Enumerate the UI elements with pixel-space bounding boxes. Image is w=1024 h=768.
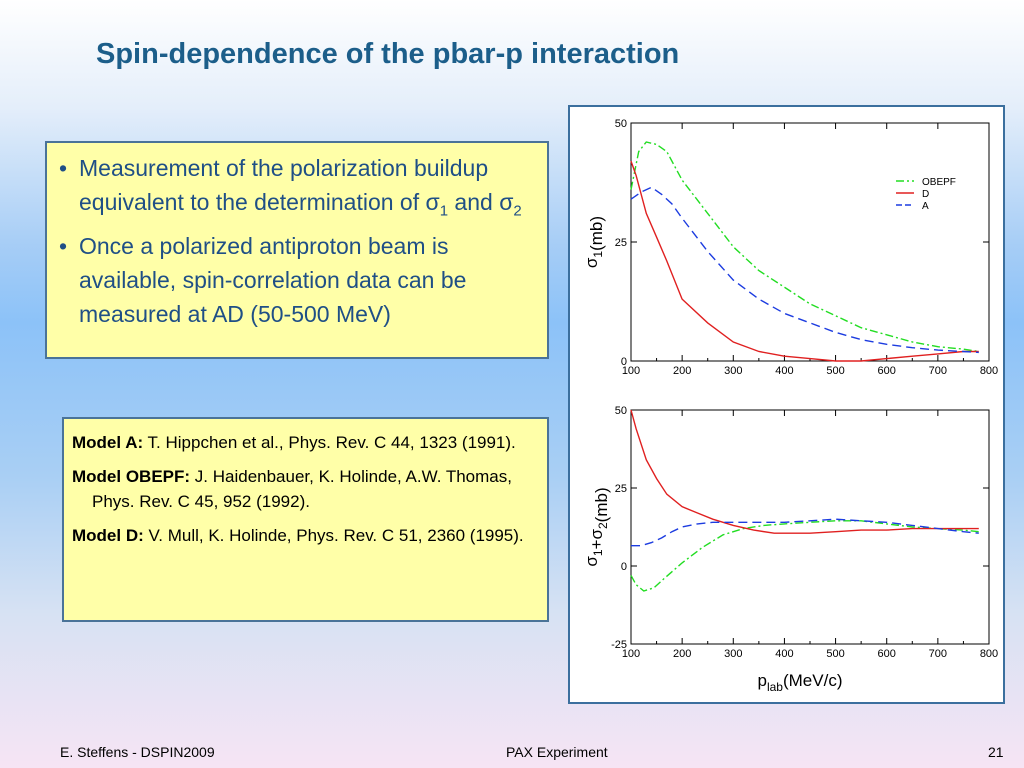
legend-label: A [922,201,929,212]
series-line-a [631,518,979,547]
footer-page-number: 21 [988,744,1004,760]
reference-item: Model OBEPF: J. Haidenbauer, K. Holinde,… [72,464,539,514]
x-tick-label: 500 [826,648,844,660]
charts-svg: 100 200 300 400 500 600 700 80002550OBEPFDAσ1(m… [582,118,998,694]
bullet-item: • Once a polarized antiproton beam is av… [57,229,537,331]
x-tick-label: 400 [775,365,793,377]
y-axis-label: σ1(mb) [582,216,606,268]
y-axis-label: σ1+σ2(mb) [582,487,611,566]
series-line-d [630,409,979,534]
reference-text: T. Hippchen et al., Phys. Rev. C 44, 132… [143,433,516,452]
x-tick-label: 700 [929,365,947,377]
bullet-box: • Measurement of the polarization buildu… [45,141,549,359]
x-tick-label: 600 [878,365,896,377]
y-tick-label: 50 [615,405,627,417]
x-tick-label: 700 [929,648,947,660]
reference-box: Model A: T. Hippchen et al., Phys. Rev. … [62,417,549,622]
reference-text: J. Haidenbauer, K. Holinde, A.W. Thomas,… [92,467,512,511]
plot-frame [630,122,990,362]
slide-title: Spin-dependence of the pbar-p interactio… [96,38,680,70]
bullet-text-mid: and σ [448,189,514,215]
y-tick-label: 50 [615,118,627,130]
bullet-text: Measurement of the polarization buildup … [79,155,489,215]
reference-text: V. Mull, K. Holinde, Phys. Rev. C 51, 23… [143,526,524,545]
y-tick-label: 25 [615,483,627,495]
x-axis-label: plab(MeV/c) [758,671,843,694]
x-tick-label: 800 [980,365,998,377]
footer-title: PAX Experiment [506,744,608,760]
legend-label: OBEPF [922,177,956,188]
x-tick-label: 800 [980,648,998,660]
x-tick-label: 200 [673,365,691,377]
series-line-obepf [630,520,979,592]
reference-label: Model A: [72,433,144,452]
x-tick-label: 100 [622,648,640,660]
x-tick-label: 600 [878,648,896,660]
x-tick-label: 300 [724,365,742,377]
series-line-d [630,160,979,362]
bullet-item: • Measurement of the polarization buildu… [57,151,537,229]
x-tick-label: 400 [775,648,793,660]
y-tick-label: 25 [615,237,627,249]
bullet-dot: • [59,155,68,181]
reference-label: Model D: [72,526,144,545]
reference-label: Model OBEPF: [72,467,191,486]
x-tick-label: 300 [724,648,742,660]
bullet-text: Once a polarized antiproton beam is avai… [79,232,467,327]
footer-author: E. Steffens - DSPIN2009 [60,744,215,760]
bullet-dot: • [59,232,68,259]
legend-label: D [922,189,929,200]
x-tick-label: 500 [826,365,844,377]
series-line-a [630,186,979,354]
reference-item: Model D: V. Mull, K. Holinde, Phys. Rev.… [72,523,539,548]
series-line-obepf [630,141,979,353]
x-tick-label: 200 [673,648,691,660]
y-tick-label: 0 [621,561,627,573]
reference-item: Model A: T. Hippchen et al., Phys. Rev. … [72,430,539,455]
x-tick-label: 100 [622,365,640,377]
y-tick-label: 0 [621,356,627,368]
bullet-subscript: 2 [513,202,522,220]
bullet-subscript: 1 [439,202,449,220]
y-tick-label: -25 [611,639,627,651]
